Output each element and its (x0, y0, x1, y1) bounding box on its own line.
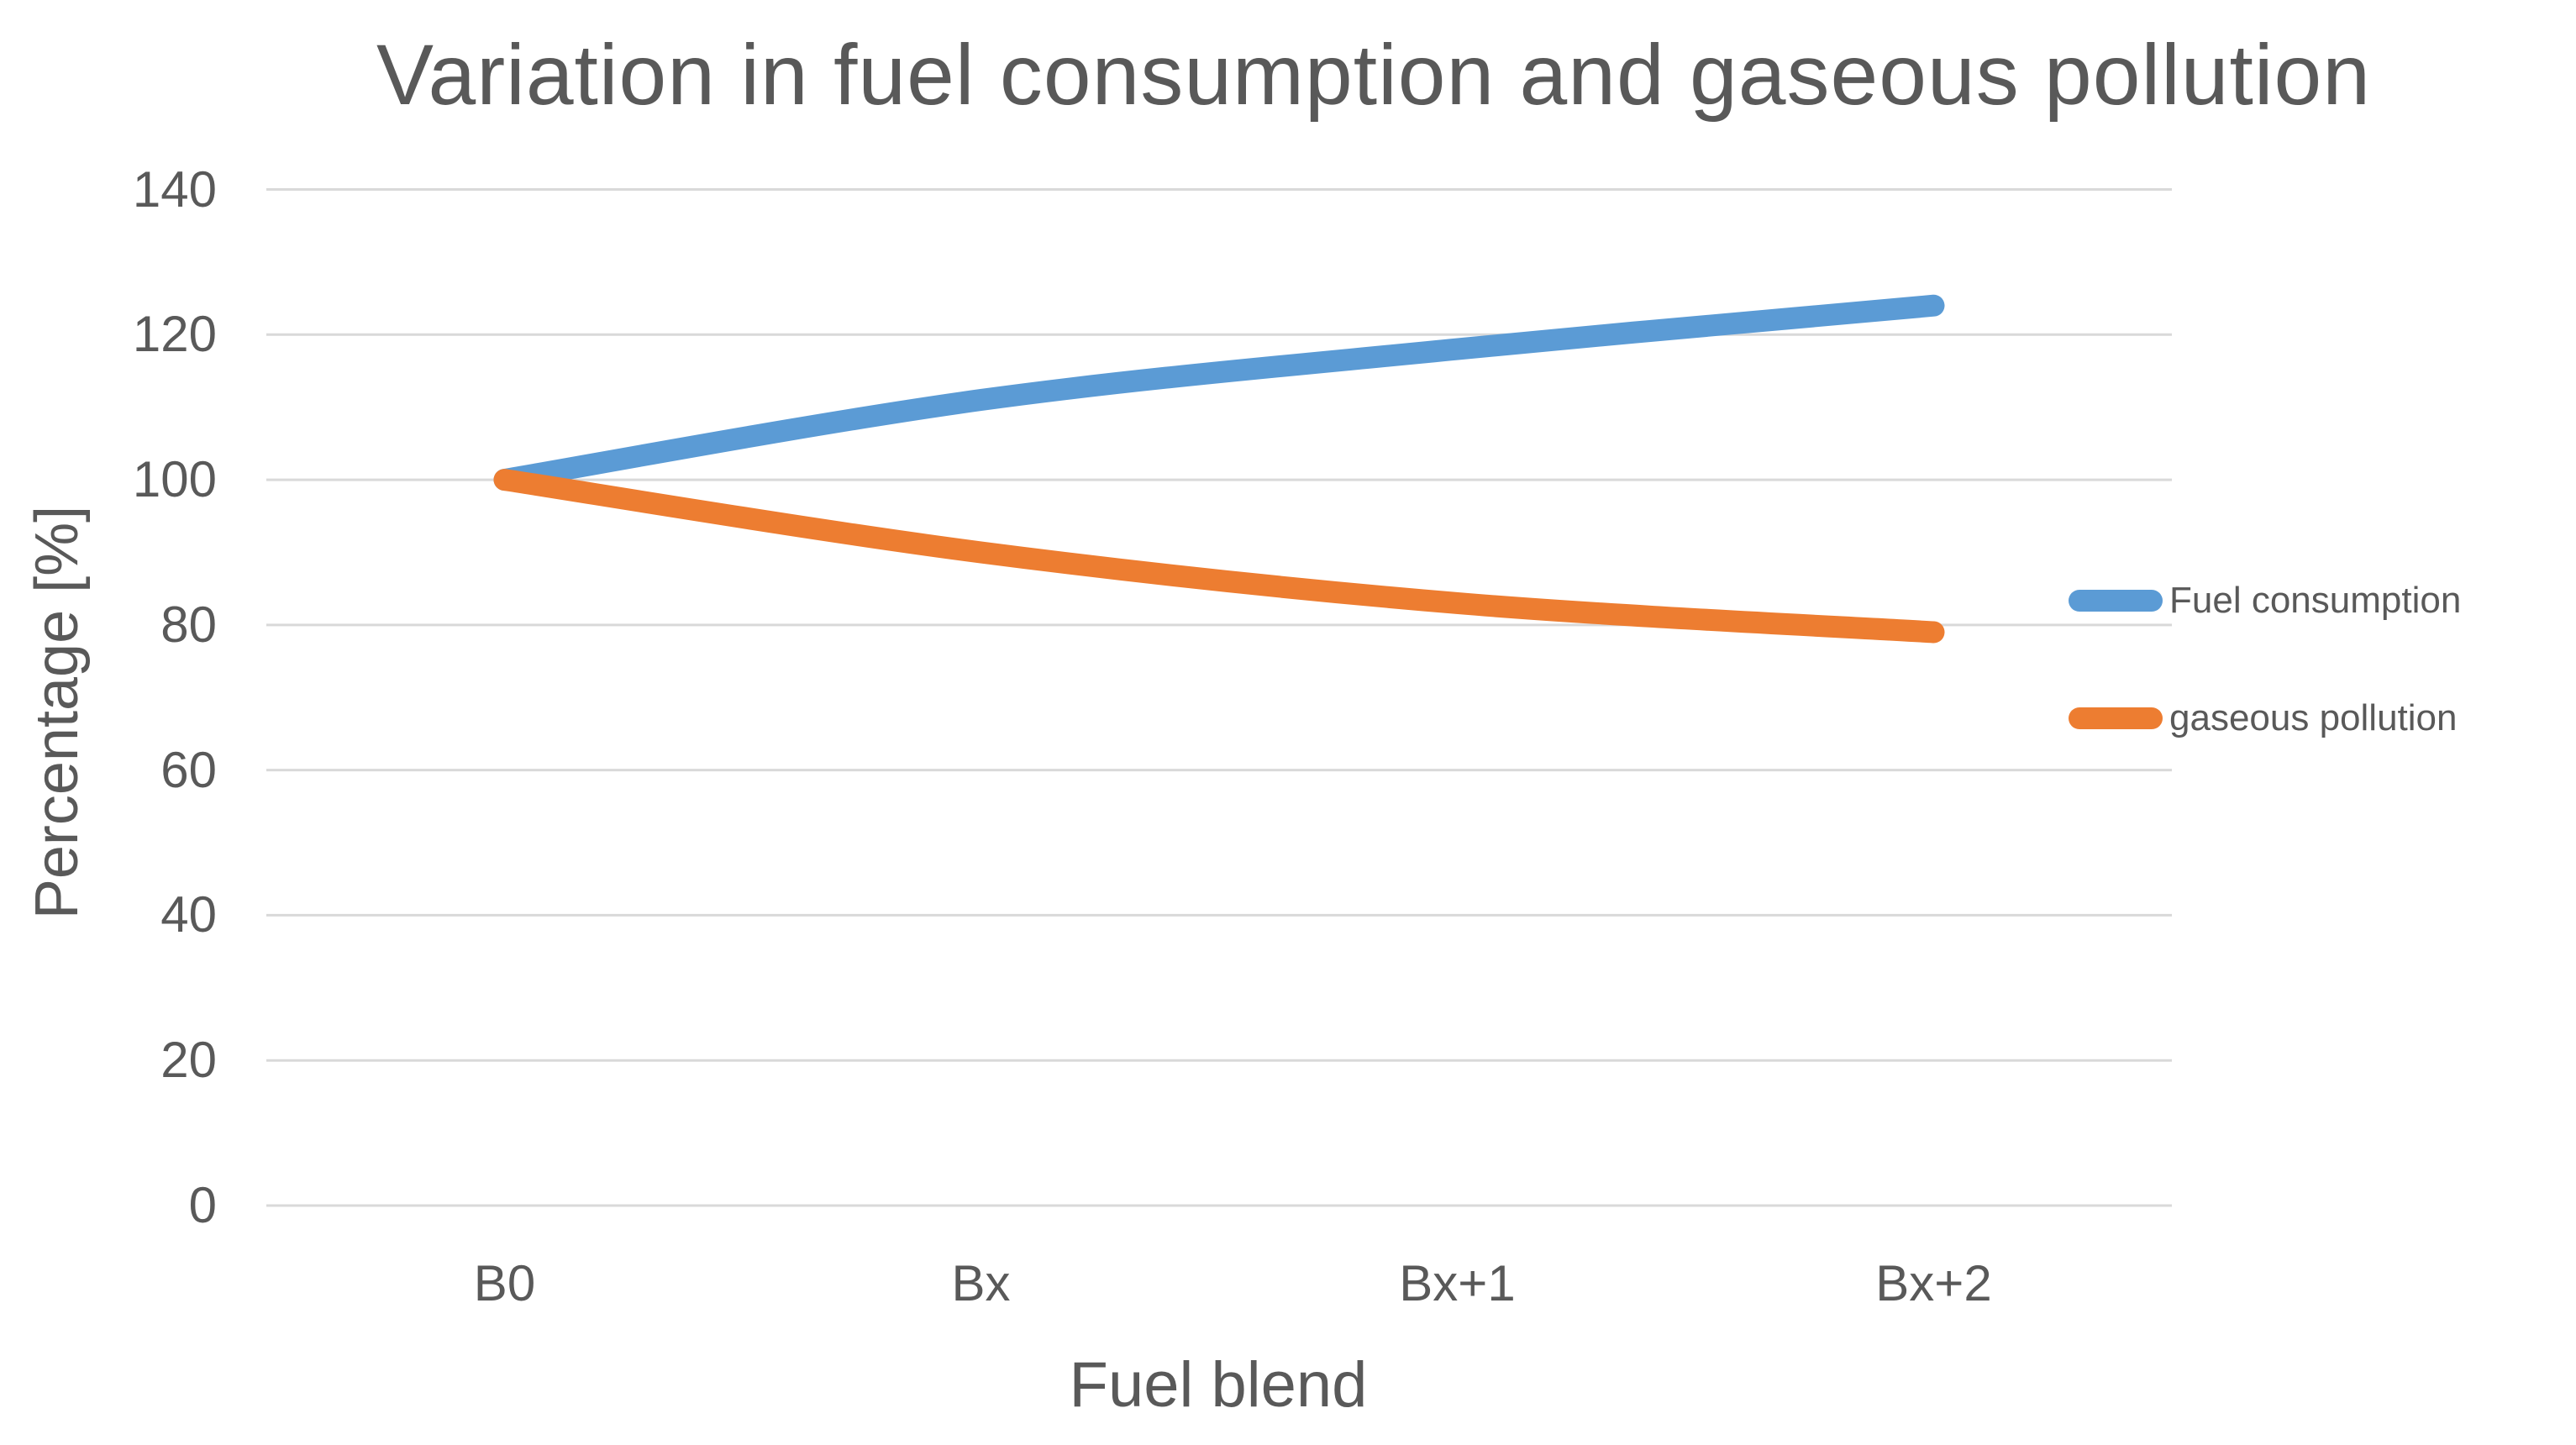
legend-label-gaseous-pollution: gaseous pollution (2169, 697, 2458, 738)
y-tick-label-0: 0 (188, 1177, 217, 1233)
x-tick-label-B0: B0 (473, 1255, 536, 1311)
y-tick-label-100: 100 (132, 451, 217, 508)
y-tick-label-60: 60 (160, 741, 217, 798)
legend-label-fuel-consumption: Fuel consumption (2169, 580, 2462, 621)
x-tick-label-Bx+1: Bx+1 (1399, 1255, 1516, 1311)
y-tick-label-120: 120 (132, 306, 217, 363)
x-axis-title: Fuel blend (1069, 1349, 1368, 1421)
y-tick-label-40: 40 (160, 886, 217, 943)
y-tick-label-20: 20 (160, 1032, 217, 1089)
legend-swatch-fuel-consumption (2069, 590, 2163, 612)
chart-title: Variation in fuel consumption and gaseou… (376, 27, 2371, 123)
series-line-gaseous-pollution (493, 469, 1945, 644)
y-tick-label-80: 80 (160, 596, 217, 653)
x-tick-label-Bx+2: Bx+2 (1875, 1255, 1992, 1311)
y-tick-label-140: 140 (132, 160, 217, 218)
series-line-fuel-consumption (493, 294, 1945, 491)
y-axis-title: Percentage [%] (24, 505, 91, 920)
legend-swatch-gaseous-pollution (2069, 707, 2163, 729)
x-tick-label-Bx: Bx (951, 1255, 1011, 1311)
